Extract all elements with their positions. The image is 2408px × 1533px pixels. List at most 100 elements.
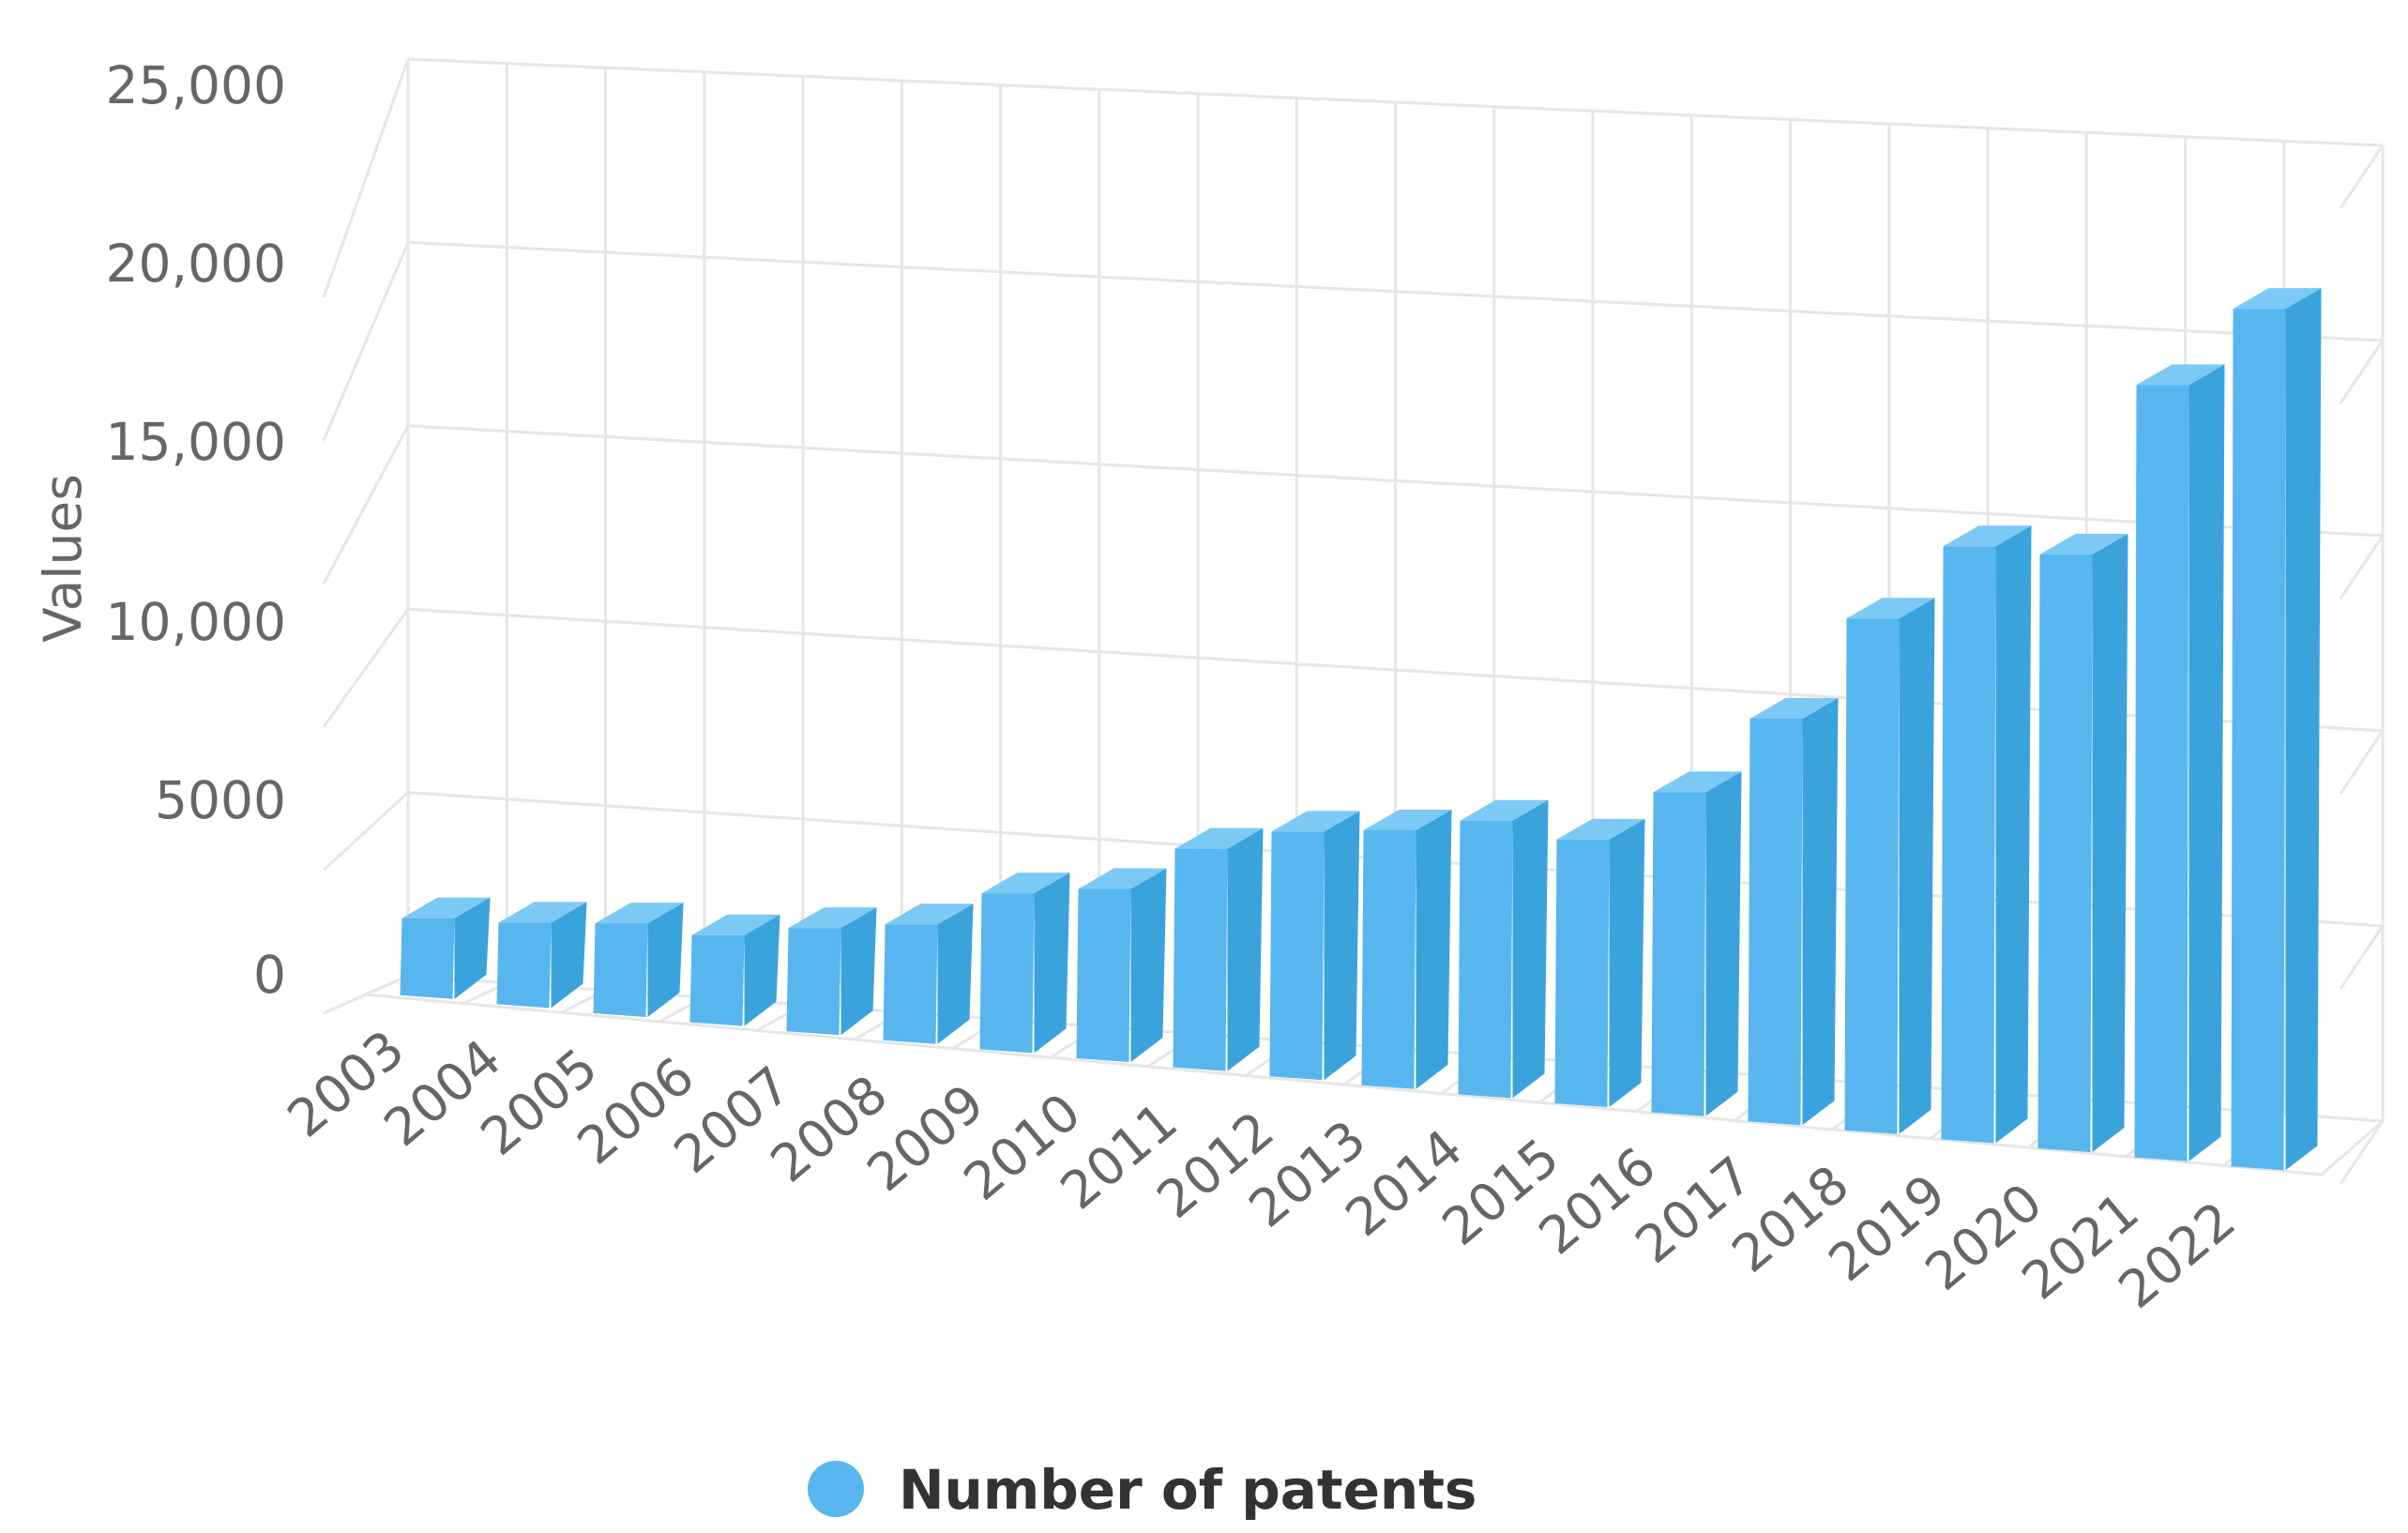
bar-front bbox=[1748, 719, 1803, 1126]
bar-top bbox=[1653, 771, 1742, 793]
y-tick-label: 25,000 bbox=[106, 55, 286, 115]
bar-2005[interactable] bbox=[593, 903, 684, 1017]
bar-2003[interactable] bbox=[400, 897, 491, 999]
bar-front bbox=[2134, 385, 2189, 1161]
bar-2016[interactable] bbox=[1651, 771, 1742, 1116]
bar-front bbox=[1554, 839, 1610, 1107]
bar-side bbox=[1512, 799, 1549, 1099]
bar-top bbox=[1363, 809, 1452, 830]
bar-2015[interactable] bbox=[1554, 818, 1645, 1107]
bar-front bbox=[593, 923, 648, 1017]
bar-side bbox=[647, 903, 684, 1017]
legend-label-number-of-patents[interactable]: Number of patents bbox=[899, 1458, 1477, 1522]
bar-side bbox=[1227, 827, 1264, 1071]
bar-top bbox=[1749, 698, 1839, 720]
legend-marker[interactable] bbox=[808, 1461, 864, 1517]
bar-side bbox=[1130, 868, 1167, 1062]
bar-top bbox=[1943, 525, 2032, 547]
gridline-side bbox=[322, 791, 410, 872]
bar-2006[interactable] bbox=[689, 914, 780, 1026]
bar-2021[interactable] bbox=[2134, 364, 2225, 1161]
bar-side bbox=[1416, 809, 1452, 1089]
bar-side bbox=[2188, 364, 2225, 1161]
bar-top bbox=[2136, 364, 2225, 386]
bar-side bbox=[744, 914, 780, 1026]
bar-top bbox=[788, 907, 877, 929]
bar-2020[interactable] bbox=[2037, 534, 2128, 1152]
y-axis-ticks: 0 5000 10,000 15,000 20,000 25,000 bbox=[106, 55, 286, 1005]
gridline-side bbox=[322, 425, 410, 584]
bar-front bbox=[1173, 848, 1228, 1071]
bar-2010[interactable] bbox=[1076, 868, 1167, 1062]
bar-top bbox=[2233, 288, 2322, 310]
bar-side bbox=[1609, 818, 1645, 1107]
bar-front bbox=[1941, 546, 1996, 1144]
bar-side bbox=[841, 907, 877, 1036]
gridline-right-side bbox=[2339, 925, 2385, 990]
bar-top bbox=[595, 903, 684, 924]
legend[interactable]: Number of patents bbox=[808, 1458, 1477, 1522]
bar-top bbox=[1556, 818, 1645, 840]
bar-2017[interactable] bbox=[1748, 698, 1839, 1126]
bar-front bbox=[1361, 829, 1416, 1089]
gridline-right-side bbox=[2339, 535, 2385, 600]
bar-top bbox=[401, 897, 491, 918]
gridline-right-side bbox=[2339, 144, 2385, 209]
y-tick-label: 10,000 bbox=[106, 592, 286, 652]
bar-top bbox=[885, 903, 974, 925]
bar-2019[interactable] bbox=[1941, 525, 2032, 1144]
bar-2007[interactable] bbox=[786, 907, 877, 1036]
y-axis-title: Values bbox=[33, 474, 93, 643]
bar-front bbox=[1269, 831, 1325, 1081]
y-tick-label: 0 bbox=[253, 945, 286, 1005]
bar-2008[interactable] bbox=[883, 903, 974, 1044]
bar-2004[interactable] bbox=[496, 902, 587, 1009]
bar-2014[interactable] bbox=[1458, 799, 1549, 1099]
bar-front bbox=[883, 924, 938, 1044]
bar-front bbox=[1076, 888, 1131, 1062]
bar-side bbox=[551, 902, 587, 1009]
bar-front bbox=[496, 922, 552, 1009]
bar-side bbox=[454, 897, 491, 999]
bar-front bbox=[2037, 554, 2093, 1152]
bar-side bbox=[2092, 534, 2128, 1152]
bar-top bbox=[691, 914, 780, 935]
gridline-side bbox=[322, 241, 410, 442]
bar-front bbox=[979, 893, 1035, 1054]
bar-front bbox=[1844, 618, 1900, 1134]
y-tick-label: 20,000 bbox=[106, 234, 286, 294]
bar-2011[interactable] bbox=[1173, 827, 1264, 1071]
bar-top bbox=[1846, 598, 1935, 619]
bar-top bbox=[1460, 799, 1549, 821]
bar-side bbox=[937, 903, 974, 1044]
bar-top bbox=[1174, 827, 1264, 849]
bar-2009[interactable] bbox=[979, 873, 1070, 1054]
bar-2012[interactable] bbox=[1269, 811, 1360, 1081]
bar-side bbox=[1899, 598, 1935, 1134]
y-tick-label: 15,000 bbox=[106, 412, 286, 472]
bars bbox=[400, 288, 2322, 1171]
bar-front bbox=[689, 934, 745, 1026]
gridline-side bbox=[322, 58, 410, 298]
bar-front bbox=[786, 928, 841, 1036]
bar-top bbox=[498, 902, 587, 923]
bar-top bbox=[981, 873, 1070, 894]
gridline-right-side bbox=[2339, 730, 2385, 795]
bar-2013[interactable] bbox=[1361, 809, 1452, 1089]
gridline-side bbox=[322, 608, 410, 728]
bar-top bbox=[1271, 811, 1360, 832]
bar-side bbox=[2285, 288, 2322, 1171]
bar-front bbox=[400, 918, 455, 999]
bar-side bbox=[1324, 811, 1360, 1081]
bar-side bbox=[1034, 873, 1070, 1054]
y-tick-label: 5000 bbox=[155, 770, 286, 830]
bar-2022[interactable] bbox=[2231, 288, 2322, 1171]
bar-front bbox=[2231, 309, 2286, 1171]
gridline-right-side bbox=[2339, 340, 2385, 404]
bar-front bbox=[1458, 820, 1513, 1099]
floor-line bbox=[2321, 1119, 2384, 1176]
bar-2018[interactable] bbox=[1844, 598, 1935, 1134]
bar-top bbox=[2039, 534, 2128, 555]
